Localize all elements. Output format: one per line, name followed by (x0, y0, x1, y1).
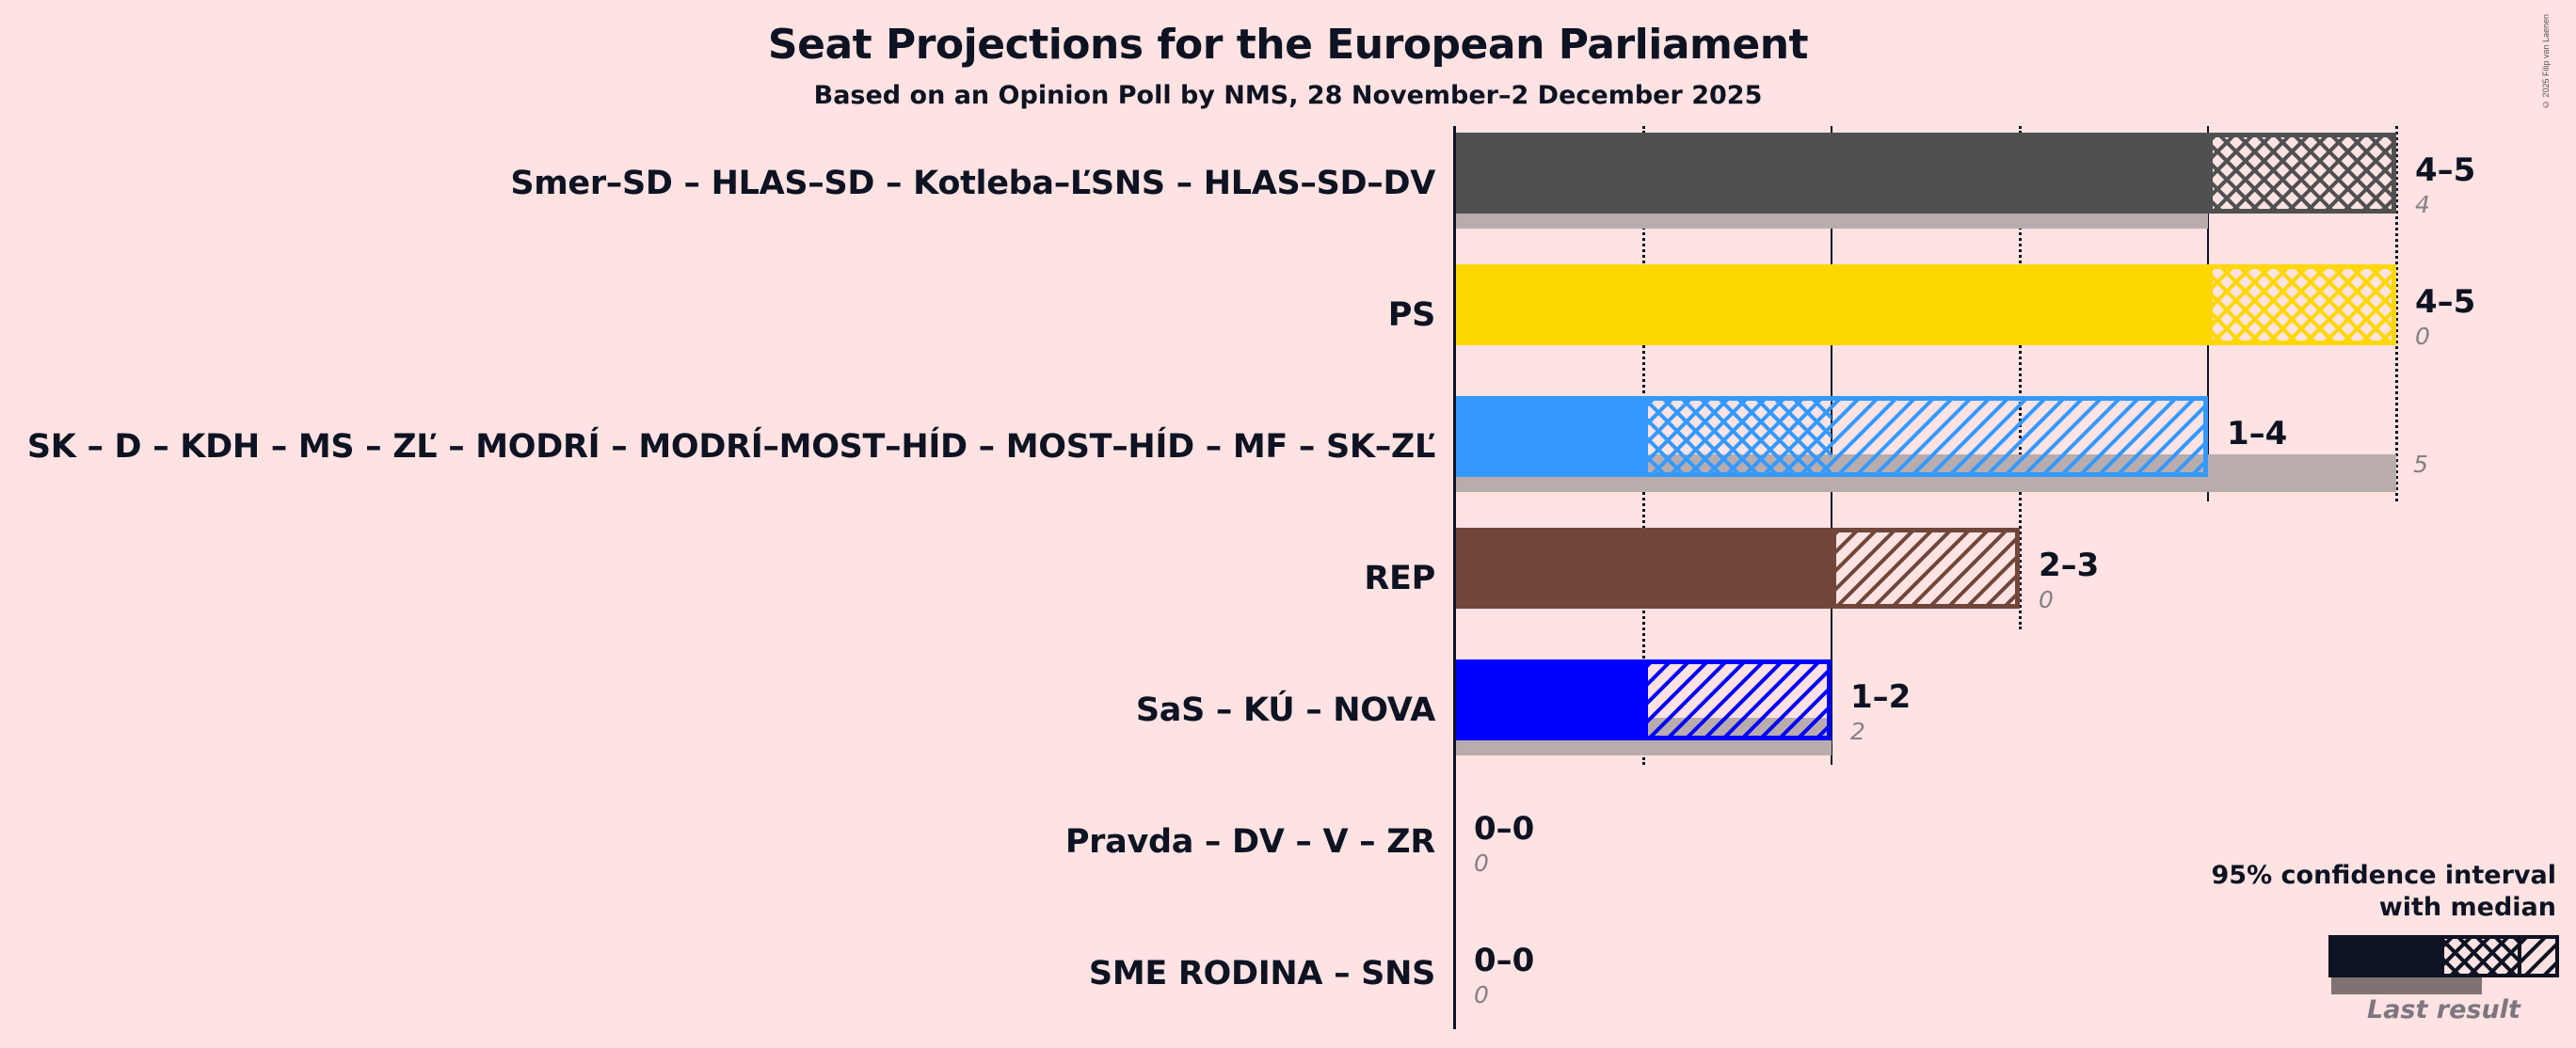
chart-subtitle: Based on an Opinion Poll by NMS, 28 Nove… (813, 81, 1763, 110)
ci-solid-bar (1455, 396, 1643, 477)
range-label: 4–5 (2415, 283, 2476, 321)
ci-crosshatch-bar (1643, 401, 1832, 472)
ci-solid-bar (1455, 659, 1643, 740)
legend-hatch-swatch (2521, 939, 2555, 974)
legend-crosshatch-swatch (2444, 939, 2518, 974)
range-label: 0–0 (1474, 810, 1535, 848)
party-label: SK – D – KDH – MS – ZĽ – MODRÍ – MODRÍ–M… (26, 428, 1435, 466)
party-label: REP (1364, 560, 1435, 597)
range-label: 4–5 (2415, 151, 2476, 189)
legend-swatch (2328, 935, 2559, 994)
ci-outline (1643, 659, 1832, 740)
range-label: 1–4 (2227, 415, 2288, 453)
last-result-label: 5 (2413, 451, 2428, 478)
party-label: Smer–SD – HLAS–SD – Kotleba–ĽSNS – HLAS–… (510, 165, 1435, 202)
gridline-5 (2395, 126, 2398, 501)
ci-crosshatch-bar (2208, 269, 2396, 341)
legend-median-label: with median (2378, 893, 2556, 922)
party-label: PS (1387, 296, 1436, 334)
ci-hatch-bar (1832, 532, 2020, 604)
range-label: 2–3 (2039, 547, 2100, 584)
legend-last-result-swatch (2331, 977, 2482, 994)
party-label: SaS – KÚ – NOVA (1135, 691, 1435, 729)
ci-hatch-bar (1832, 401, 2208, 472)
ci-solid-bar (1455, 528, 1832, 609)
legend-ci-label: 95% confidence interval (2211, 861, 2556, 890)
ci-outline (2208, 133, 2396, 214)
party-label: SME RODINA – SNS (1088, 955, 1435, 992)
range-label: 1–2 (1850, 678, 1912, 716)
legend-last-result-label: Last result (2367, 995, 2520, 1024)
ci-outline (1643, 396, 2208, 477)
last-result-label: 2 (1850, 718, 1865, 745)
ci-solid-bar (1455, 264, 2208, 345)
last-result-label: 0 (2415, 323, 2430, 350)
last-result-label: 0 (2039, 586, 2054, 613)
ci-solid-bar (1455, 133, 2208, 214)
last-result-label: 4 (2415, 191, 2430, 218)
ci-hatch-bar (1643, 664, 1832, 736)
last-result-label: 0 (1474, 850, 1489, 877)
last-result-label: 0 (1474, 981, 1489, 1008)
chart-title: Seat Projections for the European Parlia… (767, 21, 1809, 69)
gridline-3 (2019, 126, 2022, 629)
y-axis-line (1453, 126, 1456, 1029)
ci-crosshatch-bar (2208, 137, 2396, 209)
range-label: 0–0 (1474, 942, 1535, 979)
ci-outline (2208, 264, 2396, 345)
ci-outline (1832, 528, 2020, 609)
party-label: Pravda – DV – V – ZR (1064, 823, 1435, 861)
